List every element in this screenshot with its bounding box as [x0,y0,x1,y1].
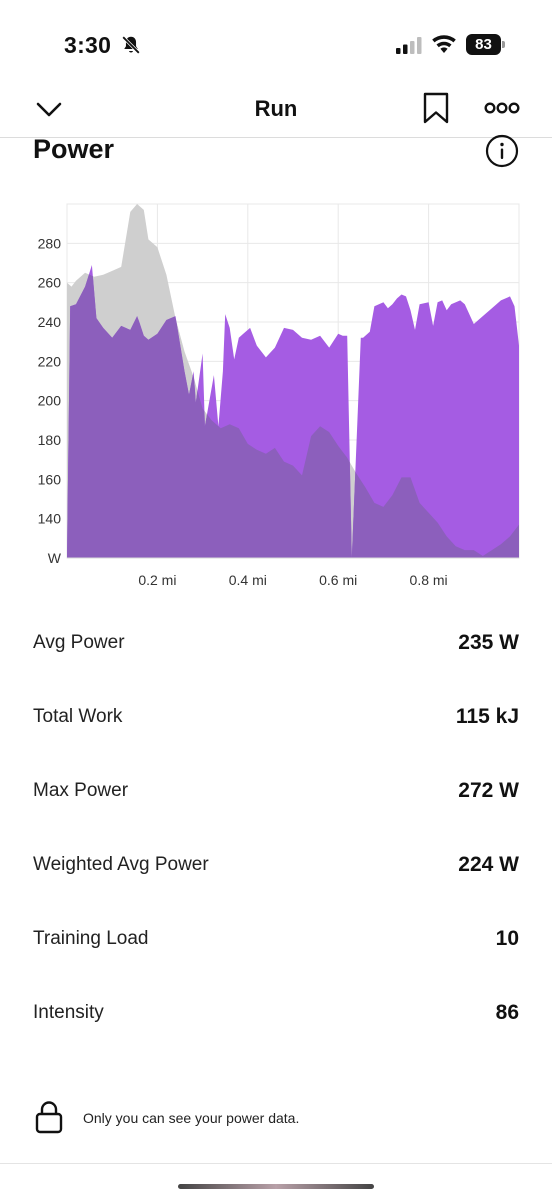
bookmark-icon[interactable] [423,92,449,124]
battery-icon: 83 [466,34,506,55]
battery-level: 83 [466,34,501,55]
privacy-note-text: Only you can see your power data. [83,1110,300,1126]
bottom-bar [0,1163,552,1200]
x-tick-label: 0.8 mi [410,572,448,588]
chevron-down-icon[interactable] [34,94,64,124]
x-tick-label: 0.2 mi [138,572,176,588]
stat-row-weighted-avg-power: Weighted Avg Power 224 W [33,828,519,902]
chart-axes: 140 160 180 200 220 240 260 280 W 0.2 mi 0.4 mi 0.6… [38,235,519,588]
status-time: 3:30 [64,32,112,58]
y-tick-label: 180 [38,432,62,448]
stat-label: Total Work [33,706,123,727]
stat-label: Weighted Avg Power [33,854,209,875]
stat-row-avg-power: Avg Power 235 W [33,606,519,680]
status-bar: 3:30 83 [0,0,552,90]
info-icon[interactable] [485,134,519,168]
x-tick-label: 0.4 mi [229,572,267,588]
stat-row-max-power: Max Power 272 W [33,754,519,828]
more-icon[interactable] [484,98,520,118]
stats-list: Avg Power 235 W Total Work 115 kJ Max Po… [33,606,519,1050]
home-indicator[interactable] [178,1184,374,1189]
stat-row-training-load: Training Load 10 [33,902,519,976]
stat-value: 224 W [458,853,519,876]
y-tick-label: 240 [38,314,62,330]
stat-value: 272 W [458,779,519,802]
stat-label: Intensity [33,1002,104,1023]
y-unit-label: W [48,550,62,566]
y-tick-label: 140 [38,511,62,527]
battery-tip [502,41,505,48]
stat-label: Avg Power [33,632,125,653]
power-chart: 140 160 180 200 220 240 260 280 W 0.2 mi 0.4 mi 0.6… [38,203,520,588]
stat-value: 10 [495,927,519,950]
stat-label: Training Load [33,928,149,949]
x-tick-label: 0.6 mi [319,572,357,588]
signal-icon [396,37,422,54]
page-title: Run [254,96,298,121]
bell-slash-icon [122,36,140,54]
y-tick-label: 160 [38,471,62,487]
privacy-note: Only you can see your power data. [35,1100,515,1136]
wifi-icon [432,35,456,53]
stat-label: Max Power [33,780,129,801]
y-tick-label: 260 [38,275,62,291]
lock-icon [35,1101,63,1134]
section-title: Power [33,134,115,164]
stat-row-intensity: Intensity 86 [33,976,519,1050]
y-tick-label: 220 [38,353,62,369]
stat-value: 115 kJ [455,705,519,728]
nav-bar: Run [0,84,552,138]
stat-row-total-work: Total Work 115 kJ [33,680,519,754]
stat-value: 235 W [458,631,519,654]
y-tick-label: 200 [38,393,62,409]
stat-value: 86 [495,1001,519,1024]
overlap-area [67,265,519,558]
y-tick-label: 280 [38,235,62,251]
